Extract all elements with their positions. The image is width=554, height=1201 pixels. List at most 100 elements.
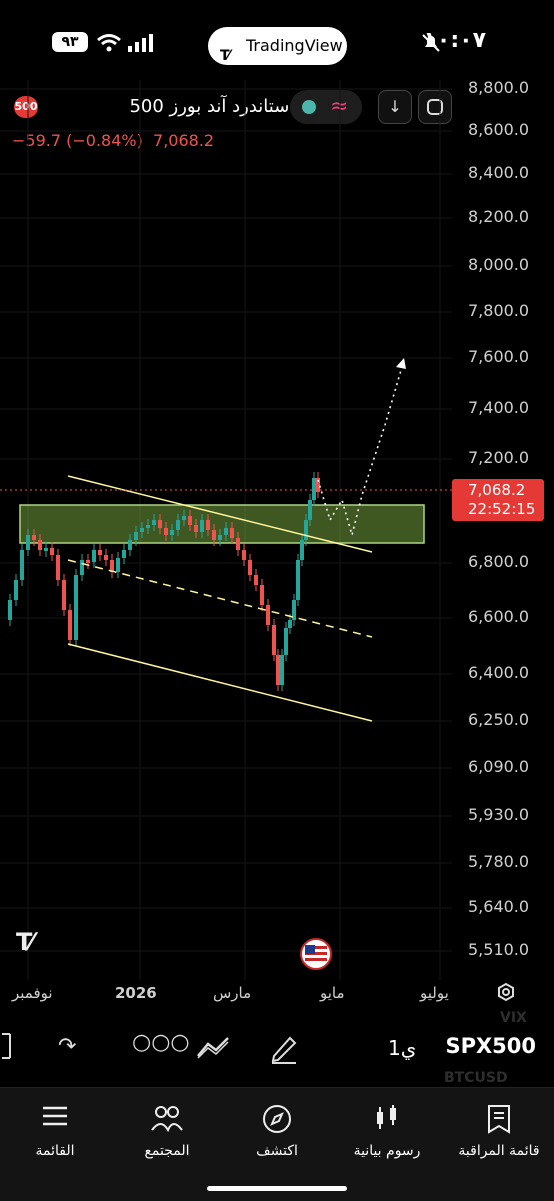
nav-label: اكتشف xyxy=(256,1143,298,1159)
arrow-down-icon: ↓ xyxy=(388,97,402,116)
nav-watchlist[interactable]: قائمة المراقبة xyxy=(444,1088,554,1168)
fullscreen-button[interactable] xyxy=(418,90,452,124)
candle xyxy=(32,535,36,540)
community-icon xyxy=(151,1106,183,1132)
nav-charts[interactable]: رسوم بيانية xyxy=(332,1088,442,1168)
candle xyxy=(104,555,108,560)
candle xyxy=(92,550,96,562)
candle xyxy=(276,655,280,685)
projection-arrowhead-icon xyxy=(396,358,406,369)
nav-label: قائمة المراقبة xyxy=(458,1143,540,1159)
home-indicator xyxy=(207,1186,347,1191)
candle xyxy=(26,535,30,550)
charts-icon xyxy=(377,1105,396,1129)
price-chart[interactable] xyxy=(0,80,554,980)
candle xyxy=(116,558,120,572)
menu-icon xyxy=(43,1106,67,1126)
nav-label: رسوم بيانية xyxy=(353,1143,421,1159)
candle xyxy=(300,540,304,560)
watchlist-icon xyxy=(488,1105,510,1134)
current-price-label: 7,068.2 xyxy=(468,481,526,499)
candle xyxy=(146,525,150,528)
candle xyxy=(288,620,292,628)
us-flag-icon[interactable] xyxy=(300,938,332,970)
drawing-pen-icon[interactable] xyxy=(268,1032,300,1064)
market-open-dot-icon xyxy=(302,100,316,114)
candle xyxy=(224,528,228,535)
nav-label: المجتمع xyxy=(144,1143,190,1159)
symbol-badge: 500 xyxy=(14,96,38,118)
candle xyxy=(74,575,78,640)
price-axis-label: 7,600.0 xyxy=(468,347,530,366)
more-dots-icon[interactable]: ○○○ xyxy=(132,1030,190,1055)
candle xyxy=(292,600,296,620)
bottom-nav: قائمة المراقبة رسوم بيانية اكتشف المجتمع… xyxy=(0,1087,554,1201)
price-axis-label: 5,930.0 xyxy=(468,805,530,824)
candle xyxy=(176,520,180,530)
candle xyxy=(98,550,102,555)
candle xyxy=(50,548,54,555)
candle xyxy=(86,560,90,563)
projection-path xyxy=(317,359,405,539)
current-price-tag: 7,068.2 22:52:15 xyxy=(452,479,544,521)
interval-selector[interactable]: 1ي xyxy=(388,1036,417,1060)
status-bar: ١٠:٠٧ ٩٣ T⁄ TradingView xyxy=(0,0,554,86)
candle xyxy=(236,538,240,550)
price-axis-label: 6,400.0 xyxy=(468,663,530,682)
price-change: −59.7 (−0.84%) xyxy=(12,131,143,150)
candle xyxy=(260,585,264,605)
layout-bracket-icon[interactable] xyxy=(0,1033,14,1066)
brand-name: TradingView xyxy=(246,36,343,55)
candle xyxy=(304,520,308,540)
tradingview-logo-icon: T⁄ xyxy=(220,48,230,64)
indicators-icon[interactable] xyxy=(196,1034,232,1060)
candle xyxy=(242,550,246,560)
price-axis-label: 5,640.0 xyxy=(468,897,530,916)
candle xyxy=(182,516,186,520)
candle xyxy=(200,520,204,532)
price-axis-label: 7,200.0 xyxy=(468,448,530,467)
price-axis-label: 8,800.0 xyxy=(468,78,530,97)
download-button[interactable]: ↓ xyxy=(378,90,412,124)
trendline-middle xyxy=(67,559,373,638)
price-axis-label: 6,250.0 xyxy=(468,710,530,729)
x-label-july: يوليو xyxy=(420,984,449,1002)
candle xyxy=(134,532,138,540)
last-price: 7,068.2 xyxy=(153,131,215,150)
candle xyxy=(152,520,156,525)
chart-settings-icon[interactable] xyxy=(496,982,516,1002)
candle xyxy=(296,560,300,600)
candle xyxy=(8,600,12,620)
x-label-november: نوفمبر xyxy=(12,984,53,1002)
price-axis-label: 5,780.0 xyxy=(468,852,530,871)
price-axis-label: 5,510.0 xyxy=(468,940,530,959)
candle xyxy=(128,540,132,550)
approx-waves-icon: ≈ xyxy=(330,94,349,119)
app-brand-pill[interactable]: T⁄ TradingView xyxy=(208,27,347,65)
candle xyxy=(212,530,216,540)
candle xyxy=(266,605,270,625)
nav-explore[interactable]: اكتشف xyxy=(222,1088,332,1168)
redo-arrow-icon[interactable]: ↷ xyxy=(58,1034,77,1059)
mute-bell-icon xyxy=(422,34,440,52)
candle xyxy=(158,520,162,528)
candle xyxy=(68,610,72,640)
expand-icon xyxy=(427,99,443,115)
symbol-selector[interactable]: SPX500 xyxy=(445,1034,536,1058)
nav-menu[interactable]: القائمة xyxy=(0,1088,110,1168)
wifi-icon xyxy=(97,34,121,52)
price-axis-label: 8,400.0 xyxy=(468,163,530,182)
candle xyxy=(254,575,258,585)
nav-community[interactable]: المجتمع xyxy=(112,1088,222,1168)
candle xyxy=(110,560,114,572)
market-status-pill[interactable]: ≈ xyxy=(290,90,362,124)
candle xyxy=(80,560,84,575)
ghost-symbol-btcusd: BTCUSD xyxy=(444,1070,508,1086)
x-label-may: مايو xyxy=(320,984,345,1002)
candle xyxy=(230,528,234,538)
price-axis-label: 8,000.0 xyxy=(468,255,530,274)
candle xyxy=(164,528,168,535)
candle xyxy=(280,655,284,685)
price-axis-label: 6,090.0 xyxy=(468,757,530,776)
candle xyxy=(218,535,222,540)
